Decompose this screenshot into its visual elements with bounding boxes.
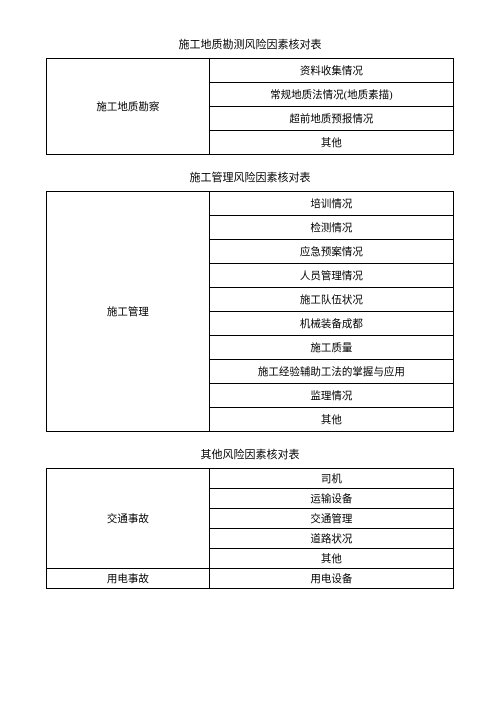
item-cell: 施工经验辅助工法的掌握与应用 (209, 360, 453, 384)
item-cell: 培训情况 (209, 192, 453, 216)
page: 施工地质勘测风险因素核对表施工地质勘察资料收集情况常规地质法情况(地质素描)超前… (0, 0, 500, 708)
item-cell: 超前地质预报情况 (209, 107, 453, 131)
risk-table: 施工管理培训情况检测情况应急预案情况人员管理情况施工队伍状况机械装备成都施工质量… (46, 191, 454, 432)
section-title: 其他风险因素核对表 (46, 446, 454, 462)
group-label-cell: 用电事故 (47, 569, 210, 589)
item-cell: 用电设备 (209, 569, 453, 589)
group-label-cell: 交通事故 (47, 469, 210, 569)
item-cell: 交通管理 (209, 509, 453, 529)
section-title: 施工管理风险因素核对表 (46, 169, 454, 185)
item-cell: 机械装备成都 (209, 312, 453, 336)
group-label-cell: 施工地质勘察 (47, 59, 210, 155)
item-cell: 其他 (209, 408, 453, 432)
item-cell: 其他 (209, 131, 453, 155)
item-cell: 施工质量 (209, 336, 453, 360)
risk-table: 施工地质勘察资料收集情况常规地质法情况(地质素描)超前地质预报情况其他 (46, 58, 454, 155)
table-row: 施工地质勘察资料收集情况 (47, 59, 454, 83)
table-row: 用电事故用电设备 (47, 569, 454, 589)
item-cell: 人员管理情况 (209, 264, 453, 288)
table-row: 交通事故司机 (47, 469, 454, 489)
item-cell: 道路状况 (209, 529, 453, 549)
section-gap (46, 155, 454, 163)
item-cell: 司机 (209, 469, 453, 489)
table-row: 施工管理培训情况 (47, 192, 454, 216)
item-cell: 监理情况 (209, 384, 453, 408)
item-cell: 应急预案情况 (209, 240, 453, 264)
section-gap (46, 432, 454, 440)
risk-table: 交通事故司机运输设备交通管理道路状况其他用电事故用电设备 (46, 468, 454, 589)
item-cell: 常规地质法情况(地质素描) (209, 83, 453, 107)
item-cell: 运输设备 (209, 489, 453, 509)
group-label-cell: 施工管理 (47, 192, 210, 432)
item-cell: 资料收集情况 (209, 59, 453, 83)
item-cell: 检测情况 (209, 216, 453, 240)
section-title: 施工地质勘测风险因素核对表 (46, 36, 454, 52)
item-cell: 其他 (209, 549, 453, 569)
item-cell: 施工队伍状况 (209, 288, 453, 312)
